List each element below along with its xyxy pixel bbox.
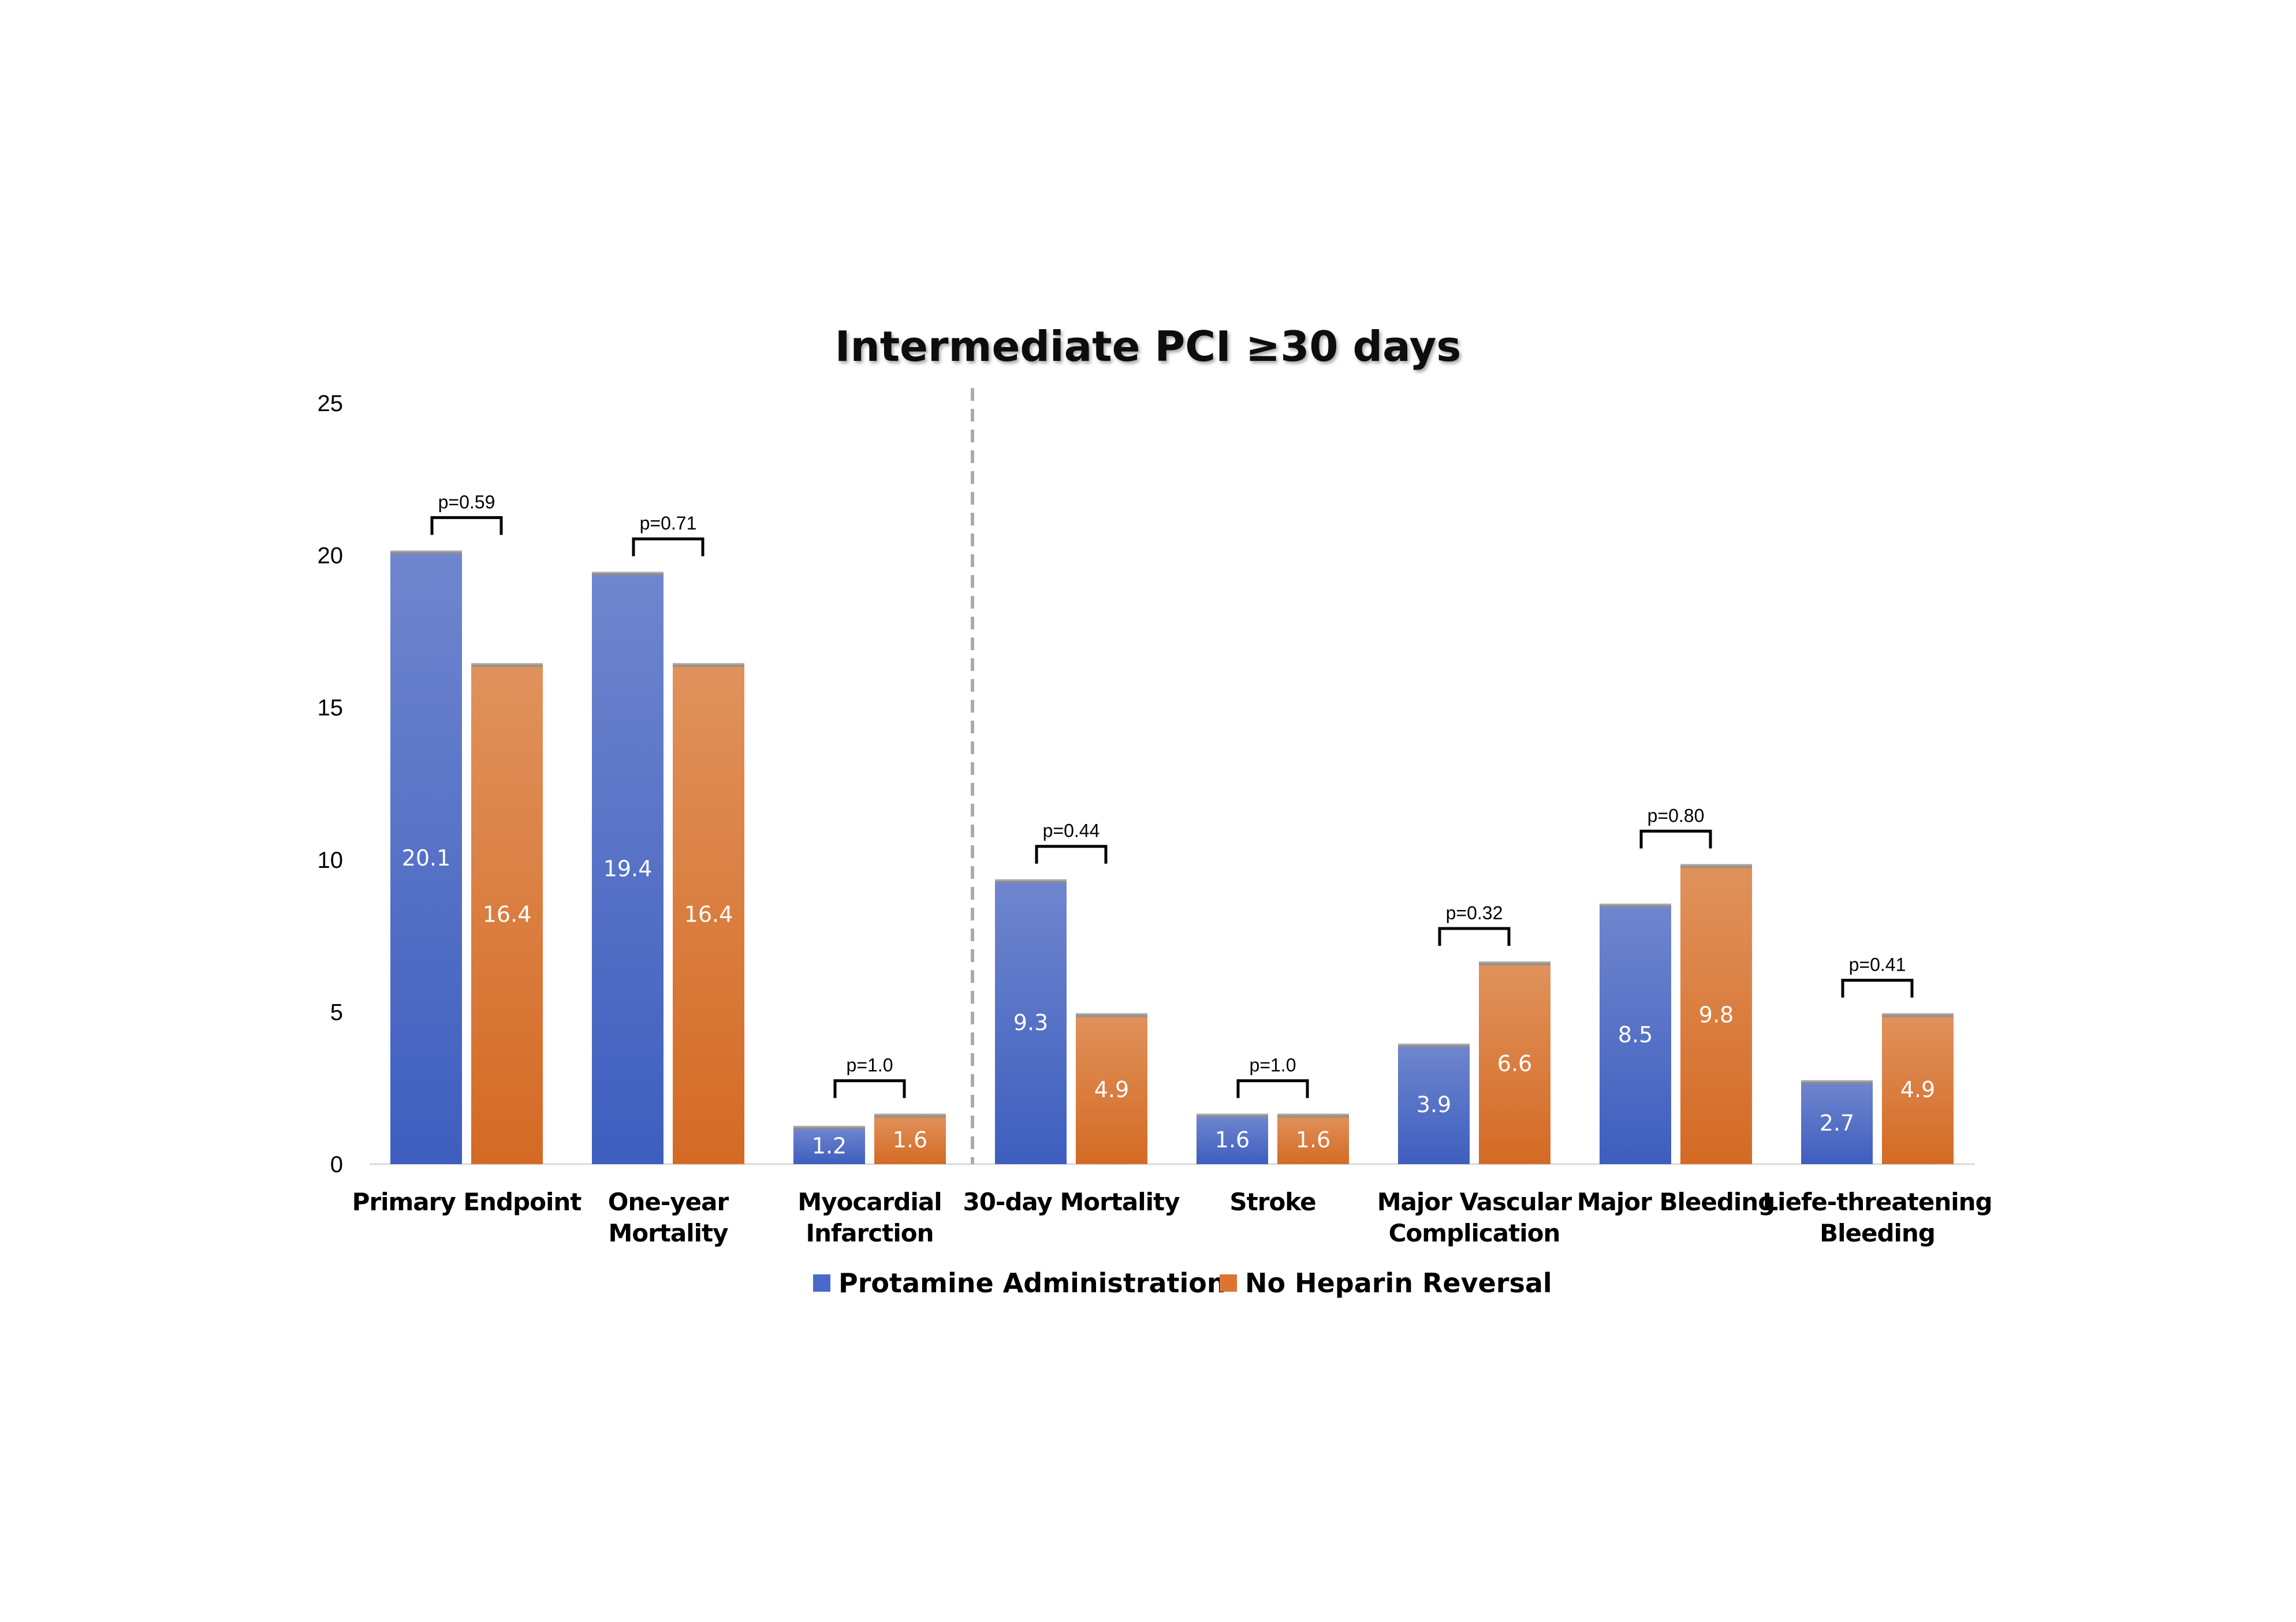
x-category-label: Myocardial	[797, 1188, 941, 1216]
data-label-protamine: 19.4	[603, 856, 653, 882]
p-value-bracket	[833, 1079, 906, 1098]
data-label-protamine: 8.5	[1618, 1022, 1653, 1047]
bar-no-reversal	[471, 665, 543, 1164]
bar-top-edge	[1680, 864, 1752, 868]
x-category-label: Complication	[1389, 1219, 1560, 1247]
p-value-bracket	[632, 537, 705, 557]
bar-top-edge	[874, 1113, 946, 1118]
p-value-label: p=1.0	[1250, 1055, 1296, 1076]
x-category-label: Stroke	[1229, 1188, 1315, 1216]
data-label-protamine: 1.2	[812, 1133, 847, 1158]
data-label-protamine: 1.6	[1215, 1127, 1250, 1153]
bar-top-edge	[793, 1125, 865, 1130]
bar-no-reversal	[1479, 963, 1550, 1164]
value-labels-layer: 20.1 16.4 19.4 16.4 1.2 1.6 9.3 4.9 1.6 1.6 3.9 6.6…	[402, 845, 1936, 1158]
p-value-label: p=0.71	[640, 513, 697, 534]
bar-top-edge	[1801, 1080, 1873, 1084]
data-label-no-reversal: 4.9	[1094, 1077, 1129, 1102]
bar-top-edge	[471, 663, 543, 668]
chart-title: Intermediate PCI ≥30 days	[835, 322, 1462, 371]
bar-protamine	[390, 552, 462, 1164]
p-value-bracket	[1236, 1079, 1309, 1098]
y-tick-label: 15	[318, 695, 344, 721]
bar-protamine	[793, 1127, 865, 1164]
x-category-label: Primary Endpoint	[352, 1188, 582, 1216]
bar-top-edge	[995, 879, 1067, 883]
data-label-protamine: 20.1	[402, 845, 451, 871]
p-value-label: p=0.44	[1043, 821, 1100, 841]
bar-no-reversal	[1076, 1015, 1147, 1164]
x-category-label: Major Bleeding	[1577, 1188, 1775, 1216]
data-label-no-reversal: 6.6	[1497, 1051, 1532, 1076]
p-value-bracket	[1035, 845, 1108, 864]
legend-label-no-reversal: No Heparin Reversal	[1245, 1267, 1552, 1299]
p-value-label: p=0.80	[1648, 805, 1705, 826]
bars-layer	[390, 550, 1954, 1164]
p-value-label: p=1.0	[847, 1055, 893, 1076]
p-value-label: p=0.59	[438, 491, 495, 512]
data-label-protamine: 3.9	[1417, 1092, 1451, 1117]
bar-no-reversal	[874, 1115, 946, 1164]
y-tick-label: 0	[330, 1152, 343, 1177]
p-value-brackets-layer: p=0.59 p=0.71 p=1.0 p=0.44 p=1.0 p=0.32 p=0.80…	[430, 491, 1914, 1098]
p-value-bracket	[1841, 979, 1914, 998]
legend-swatch-protamine	[813, 1274, 830, 1292]
bar-top-edge	[1398, 1043, 1470, 1048]
bar-top-edge	[390, 550, 462, 555]
y-axis: 0 5 10 15 20 25	[318, 391, 344, 1177]
legend-swatch-no-reversal	[1220, 1274, 1237, 1292]
p-value-label: p=0.32	[1446, 903, 1503, 923]
bar-protamine	[1398, 1045, 1470, 1164]
x-category-label: Major Vascular	[1377, 1188, 1572, 1216]
bar-top-edge	[1076, 1013, 1147, 1017]
bar-no-reversal	[1882, 1015, 1954, 1164]
bar-protamine	[592, 573, 664, 1164]
p-value-bracket	[1639, 829, 1712, 849]
data-label-no-reversal: 16.4	[483, 902, 532, 927]
bar-no-reversal	[673, 665, 744, 1164]
bar-protamine	[1801, 1082, 1873, 1164]
x-category-label: Bleeding	[1820, 1219, 1935, 1247]
bar-top-edge	[1882, 1013, 1954, 1017]
y-tick-label: 20	[318, 543, 344, 569]
p-value-bracket	[430, 516, 503, 535]
bar-top-edge	[1277, 1113, 1349, 1118]
x-category-label: 30-day Mortality	[963, 1188, 1180, 1216]
x-category-label: One-year	[608, 1188, 729, 1216]
x-category-label: Liefe-threatening	[1762, 1188, 1992, 1216]
data-label-no-reversal: 4.9	[1900, 1077, 1935, 1102]
bar-no-reversal	[1680, 866, 1752, 1164]
data-label-protamine: 2.7	[1820, 1110, 1854, 1136]
data-label-no-reversal: 1.6	[893, 1127, 927, 1153]
legend-label-protamine: Protamine Administration	[838, 1267, 1226, 1299]
bar-no-reversal	[1277, 1115, 1349, 1164]
bar-protamine	[1197, 1115, 1268, 1164]
data-label-protamine: 9.3	[1013, 1010, 1048, 1035]
bar-protamine	[995, 881, 1067, 1164]
bar-top-edge	[1479, 961, 1550, 966]
data-label-no-reversal: 9.8	[1699, 1002, 1734, 1028]
bar-top-edge	[1600, 903, 1671, 908]
y-tick-label: 25	[318, 391, 344, 416]
legend: Protamine Administration No Heparin Reve…	[813, 1267, 1552, 1299]
y-tick-label: 5	[330, 1000, 343, 1025]
bar-top-edge	[673, 663, 744, 668]
x-axis-labels: Primary Endpoint One-year Mortality Myocard…	[352, 1188, 1993, 1247]
p-value-label: p=0.41	[1849, 954, 1906, 975]
bar-top-edge	[1197, 1113, 1268, 1118]
bar-protamine	[1600, 905, 1671, 1164]
data-label-no-reversal: 16.4	[684, 902, 733, 927]
bar-top-edge	[592, 572, 664, 576]
p-value-bracket	[1438, 927, 1511, 946]
data-label-no-reversal: 1.6	[1296, 1127, 1330, 1153]
y-tick-label: 10	[318, 848, 344, 873]
x-category-label: Mortality	[608, 1219, 728, 1247]
x-category-label: Infarction	[806, 1219, 934, 1247]
